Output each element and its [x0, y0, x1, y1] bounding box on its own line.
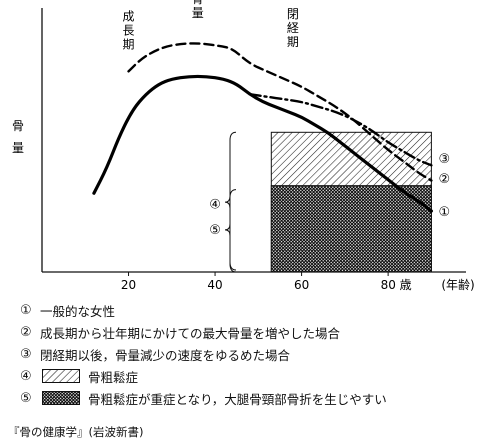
curve-number-label: ⑤: [209, 223, 221, 238]
period-annotation: 閉経期: [287, 7, 299, 49]
legend-item-5: ⑤ 骨粗鬆症が重症となり，大腿骨頸部骨折を生じやすい: [20, 388, 387, 408]
x-axis-label: (年齢): [441, 277, 474, 292]
diagonal-hatch-swatch: [42, 369, 80, 383]
legend-text: 一般的な女性: [40, 303, 116, 319]
x-tick-label: 80 歳: [381, 278, 412, 292]
legend-text: 骨粗鬆症が重症となり，大腿骨頸部骨折を生じやすい: [88, 391, 387, 407]
legend-num: ⑤: [20, 390, 32, 406]
legend-item-3: ③ 閉経期以後，骨量減少の速度をゆるめた場合: [20, 344, 290, 364]
curve-number-label: ③: [439, 152, 451, 167]
curve-number-label: ①: [439, 205, 451, 220]
legend-text: 閉経期以後，骨量減少の速度をゆるめた場合: [40, 347, 291, 363]
legend-num: ①: [20, 302, 32, 318]
line-slowed-loss: [248, 93, 433, 167]
brace-severe: [224, 189, 237, 271]
legend-item-1: ① 一般的な女性: [20, 300, 115, 320]
curve-number-label: ②: [439, 172, 451, 187]
x-tick-label: 60: [294, 278, 309, 292]
legend-num: ③: [20, 346, 32, 362]
legend-num: ②: [20, 324, 32, 340]
line-increased-peak: [127, 42, 433, 182]
brace-osteoporosis: [224, 131, 237, 273]
period-annotation: 成長期: [123, 10, 135, 52]
legend-text: 骨粗鬆症: [88, 369, 139, 385]
legend-item-4: ④ 骨粗鬆症: [20, 366, 138, 386]
legend-text: 成長期から壮年期にかけての最大骨量を増やした場合: [40, 325, 341, 341]
region-severe-osteoporosis: [270, 185, 432, 273]
line-typical-woman: [92, 74, 433, 213]
source-citation: 『骨の健康学』(岩波新書): [8, 425, 144, 439]
crosshatch-swatch: [42, 391, 80, 405]
legend-item-2: ② 成長期から壮年期にかけての最大骨量を増やした場合: [20, 322, 340, 342]
period-annotation: 最大骨量: [192, 0, 204, 20]
x-tick-label: 40: [207, 278, 222, 292]
legend-num: ④: [20, 368, 32, 384]
x-tick-label: 20: [121, 278, 136, 292]
curve-number-label: ④: [209, 198, 221, 213]
y-axis-label: 骨量: [12, 119, 24, 155]
bone-mass-chart: 20 40 60 80 歳 (年齢) 骨量 成長期 最大骨量 閉経期 ④ ⑤ ① ② ③: [12, 0, 475, 292]
